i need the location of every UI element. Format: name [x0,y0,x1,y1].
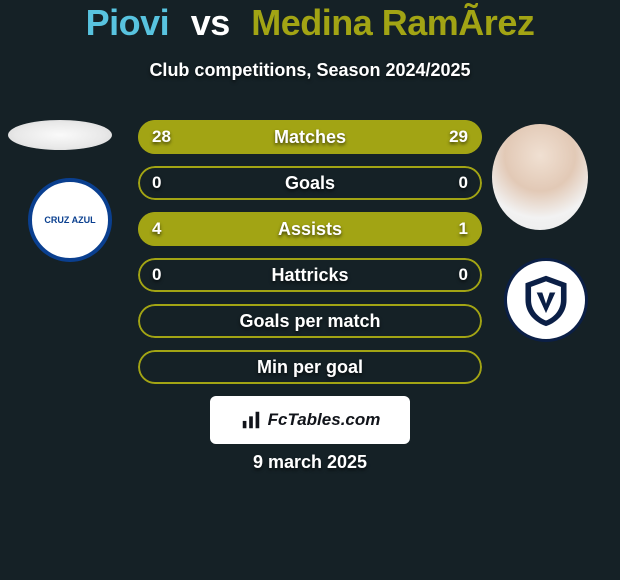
chart-icon [240,409,262,431]
title-player1: Piovi [86,2,170,43]
stat-bar: Goals per match [138,304,482,338]
stat-bar: 0 0Goals [138,166,482,200]
stat-bar-fill-left [138,212,413,246]
stat-bar-value-left: 28 [152,120,171,154]
stat-bar-value-right: 0 [459,166,468,200]
comparison-infographic: Piovi vs Medina RamÃ­rez Club competitio… [0,0,620,580]
stat-bar-value-left: 0 [152,258,161,292]
stat-bar-value-right: 0 [459,258,468,292]
shield-icon [518,272,574,328]
stat-bar: 2829Matches [138,120,482,154]
stat-bar-value-right: 1 [459,212,468,246]
stat-bar-label: Hattricks [138,258,482,292]
stat-bar-label: Goals per match [138,304,482,338]
stat-bar: 0 0Hattricks [138,258,482,292]
subtitle: Club competitions, Season 2024/2025 [0,60,620,81]
title: Piovi vs Medina RamÃ­rez [0,2,620,44]
club-badge-right [504,258,588,342]
club-badge-left: CRUZ AZUL [28,178,112,262]
stat-bar-value-left: 0 [152,166,161,200]
stat-bar-border [138,304,482,338]
player-photo-left [8,120,112,150]
stat-bar-border [138,166,482,200]
stat-bar: Min per goal [138,350,482,384]
title-vs: vs [191,2,230,43]
stat-bar-label: Min per goal [138,350,482,384]
stat-bar-border [138,258,482,292]
stat-bar-label: Goals [138,166,482,200]
footer-date: 9 march 2025 [0,452,620,473]
stat-bar-value-left: 4 [152,212,161,246]
club-badge-left-label: CRUZ AZUL [44,215,95,225]
title-player2: Medina RamÃ­rez [251,2,534,43]
site-badge-label: FcTables.com [268,410,381,430]
player-photo-right [492,124,588,230]
stat-bar: 41Assists [138,212,482,246]
stat-bar-value-right: 29 [449,120,468,154]
site-badge: FcTables.com [210,396,410,444]
stat-bars: 2829Matches00Goals41Assists00HattricksGo… [138,120,482,396]
stat-bar-fill-right [413,212,482,246]
stat-bar-border [138,350,482,384]
